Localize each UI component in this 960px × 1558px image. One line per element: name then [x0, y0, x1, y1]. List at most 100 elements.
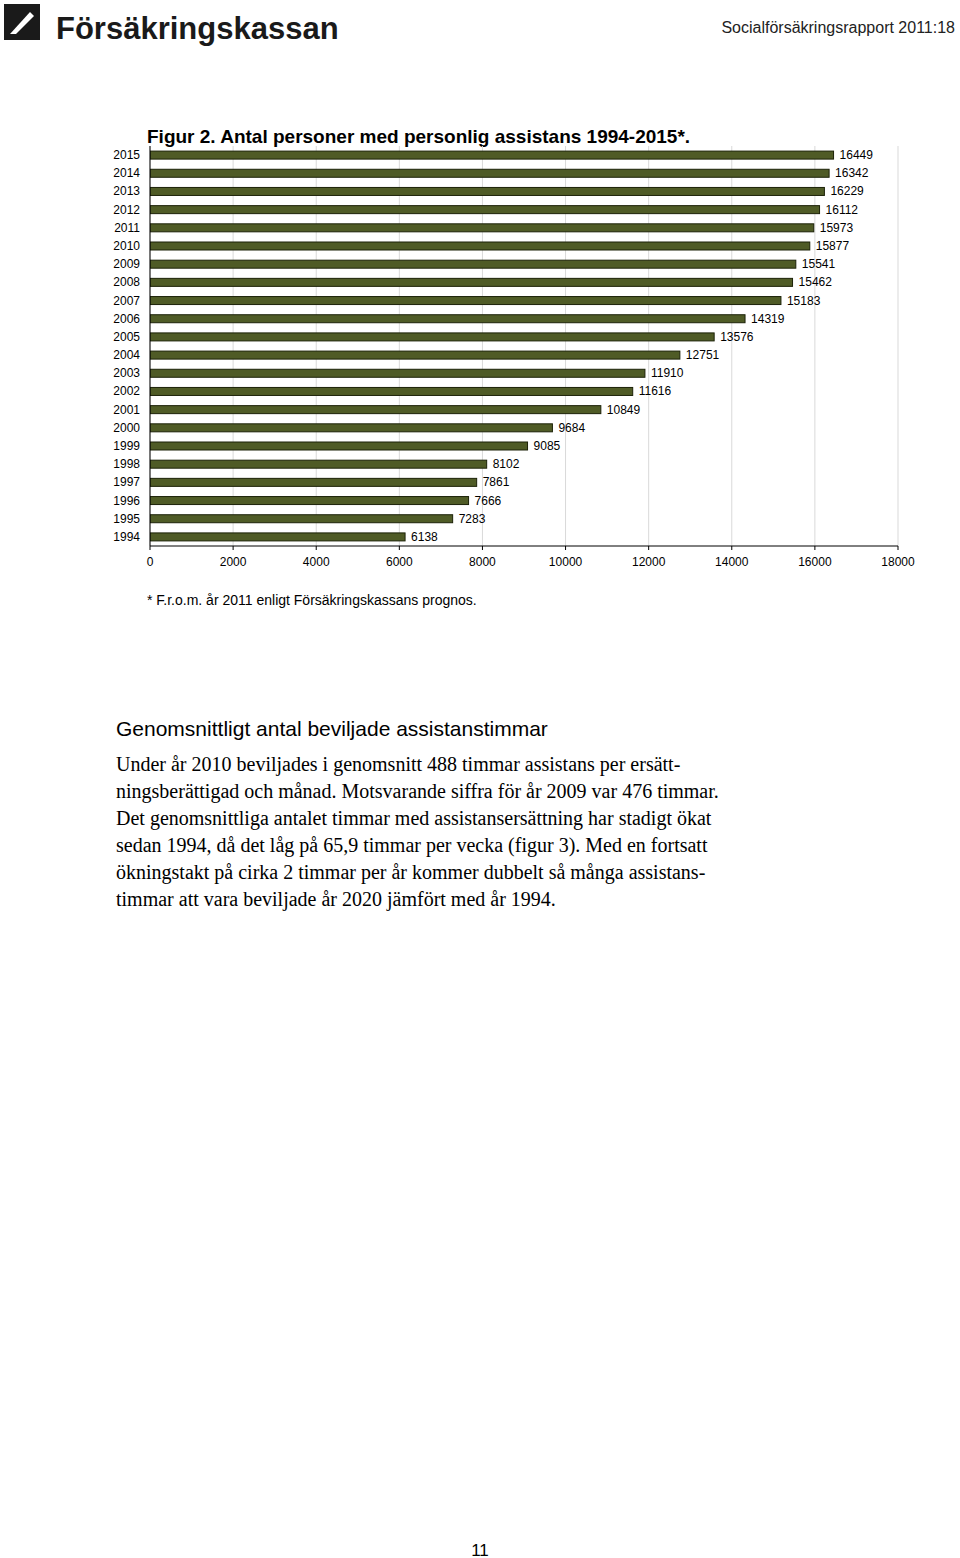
data-label: 16229: [830, 184, 864, 198]
tick-mark: [399, 546, 400, 550]
category-label: 1998: [113, 457, 140, 471]
tick-mark: [648, 546, 649, 550]
bar: [150, 333, 714, 341]
data-label: 13576: [720, 330, 754, 344]
category-label: 2002: [113, 384, 140, 398]
category-label: 2005: [113, 330, 140, 344]
data-label: 15541: [802, 257, 836, 271]
category-label: 2014: [113, 166, 140, 180]
bar: [150, 369, 645, 377]
category-label: 2004: [113, 348, 140, 362]
data-label: 15462: [799, 275, 833, 289]
bar: [150, 169, 829, 177]
category-label: 1995: [113, 512, 140, 526]
tick-label: 0: [147, 555, 154, 569]
bar: [150, 515, 453, 523]
bar: [150, 151, 834, 159]
category-label: 2012: [113, 203, 140, 217]
category-label: 2011: [114, 221, 140, 235]
data-label: 15973: [820, 221, 854, 235]
body-line: timmar att vara beviljade år 2020 jämför…: [116, 888, 556, 911]
tick-label: 16000: [798, 555, 832, 569]
body-line: ökningstakt på cirka 2 timmar per år kom…: [116, 861, 705, 884]
data-label: 15877: [816, 239, 850, 253]
data-label: 8102: [493, 457, 520, 471]
tick-label: 14000: [715, 555, 749, 569]
tick-mark: [731, 546, 732, 550]
category-label: 2010: [113, 239, 140, 253]
body-line: ningsberättigad och månad. Motsvarande s…: [116, 780, 719, 803]
logo-icon: [4, 4, 40, 40]
tick-label: 6000: [386, 555, 413, 569]
data-label: 7861: [483, 475, 510, 489]
page-number: 11: [471, 1541, 489, 1558]
tick-label: 8000: [469, 555, 496, 569]
data-label: 11616: [639, 384, 672, 398]
bar: [150, 424, 552, 432]
bar: [150, 442, 528, 450]
category-label: 2003: [113, 366, 140, 380]
bar: [150, 260, 796, 268]
data-label: 16449: [840, 148, 874, 162]
body-line: Under år 2010 beviljades i genomsnitt 48…: [116, 753, 680, 776]
logo-square: [4, 4, 40, 40]
category-label: 2008: [113, 275, 140, 289]
tick-mark: [233, 546, 234, 550]
category-label: 1994: [113, 530, 140, 544]
category-label: 1996: [113, 494, 140, 508]
tick-mark: [814, 546, 815, 550]
data-label: 7666: [475, 494, 502, 508]
grid-line: [898, 146, 899, 546]
bar: [150, 351, 680, 359]
bar: [150, 478, 477, 486]
category-label: 2001: [113, 403, 140, 417]
data-label: 9085: [534, 439, 561, 453]
bar: [150, 206, 820, 214]
tick-mark: [565, 546, 566, 550]
tick-mark: [482, 546, 483, 550]
footnote: * F.r.o.m. år 2011 enligt Försäkringskas…: [147, 592, 477, 608]
tick-label: 12000: [632, 555, 666, 569]
bar: [150, 187, 824, 195]
category-label: 1999: [113, 439, 140, 453]
data-label: 15183: [787, 294, 821, 308]
data-label: 14319: [751, 312, 785, 326]
tick-mark: [150, 546, 151, 550]
grid: [150, 146, 898, 550]
bar: [150, 460, 487, 468]
tick-label: 4000: [303, 555, 330, 569]
data-label: 7283: [459, 512, 486, 526]
category-label: 2000: [113, 421, 140, 435]
bar: [150, 297, 781, 305]
category-label: 2013: [113, 184, 140, 198]
data-label: 11910: [651, 366, 684, 380]
chart-title: Figur 2. Antal personer med personlig as…: [147, 126, 690, 147]
data-label: 6138: [411, 530, 438, 544]
category-label: 2006: [113, 312, 140, 326]
category-label: 2007: [113, 294, 140, 308]
data-label: 9684: [558, 421, 585, 435]
bar: [150, 533, 405, 541]
page: Försäkringskassan Socialförsäkringsrappor…: [0, 0, 960, 1558]
report-id: Socialförsäkringsrapport 2011:18: [721, 19, 955, 36]
tick-label: 18000: [881, 555, 915, 569]
body-line: Det genomsnittliga antalet timmar med as…: [116, 807, 712, 830]
y-axis: [150, 146, 151, 546]
bar: [150, 242, 810, 250]
section-heading: Genomsnittligt antal beviljade assistans…: [116, 717, 548, 740]
bar: [150, 497, 469, 505]
bars: [150, 151, 834, 541]
data-label: 12751: [686, 348, 720, 362]
bar: [150, 224, 814, 232]
data-label: 16112: [826, 203, 859, 217]
grid-line: [150, 146, 151, 546]
category-label: 2009: [113, 257, 140, 271]
bar: [150, 315, 745, 323]
body-line: sedan 1994, då det låg på 65,9 timmar pe…: [116, 834, 708, 857]
logo-text: Försäkringskassan: [56, 11, 339, 46]
tick-label: 10000: [549, 555, 583, 569]
tick-label: 2000: [220, 555, 247, 569]
bar: [150, 387, 633, 395]
bar: [150, 278, 793, 286]
bar: [150, 406, 601, 414]
